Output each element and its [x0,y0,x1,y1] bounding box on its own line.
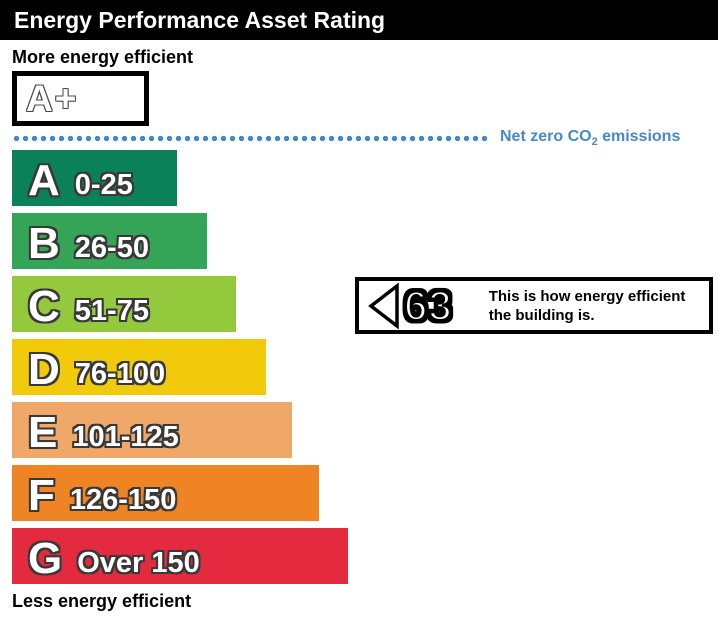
band-b-range: 26-50 [74,232,149,265]
net-zero-label: Net zero CO2 emissions [500,128,680,148]
band-b-letter: B [28,218,60,268]
band-f-range: 126-150 [69,484,177,517]
rating-indicator-box: 63 This is how energy efficient the buil… [355,277,713,334]
band-d-range: 76-100 [74,358,166,391]
net-zero-text: Net zero CO [500,127,592,145]
band-g: G Over 150 [12,528,348,584]
band-e-range: 101-125 [72,421,179,454]
band-c-range: 51-75 [74,295,149,328]
rating-description-line1: This is how energy efficient [488,287,686,305]
band-a-range: 0-25 [74,169,133,202]
rating-description: This is how energy efficient the buildin… [489,287,686,325]
band-c-letter: C [28,281,60,331]
a-plus-label: A+ [26,78,79,119]
rating-value: 63 [403,281,454,329]
band-a-letter: A [28,155,60,205]
net-zero-line-row: Net zero CO2 emissions [12,128,706,148]
a-plus-rating-box: A+ [12,71,149,126]
page-title: Energy Performance Asset Rating [14,6,386,33]
band-f-letter: F [28,470,55,520]
net-zero-text-suffix: emissions [597,127,681,145]
band-b: B 26-50 [12,213,207,269]
band-c: C 51-75 [12,276,236,332]
dotted-line [12,134,490,142]
rating-description-line2: the building is. [488,306,595,324]
less-efficient-label: Less energy efficient [12,591,192,611]
band-d: D 76-100 [12,339,266,395]
band-f: F 126-150 [12,465,319,521]
left-arrow-icon [368,281,399,330]
band-d-letter: D [28,344,60,394]
co2-subscript: 2 [591,136,598,149]
title-bar: Energy Performance Asset Rating [0,0,718,40]
band-g-letter: G [28,533,63,583]
band-g-range: Over 150 [77,547,200,580]
band-e: E 101-125 [12,402,292,458]
band-e-letter: E [28,407,58,457]
band-a: A 0-25 [12,150,177,206]
more-efficient-label: More energy efficient [12,47,194,67]
